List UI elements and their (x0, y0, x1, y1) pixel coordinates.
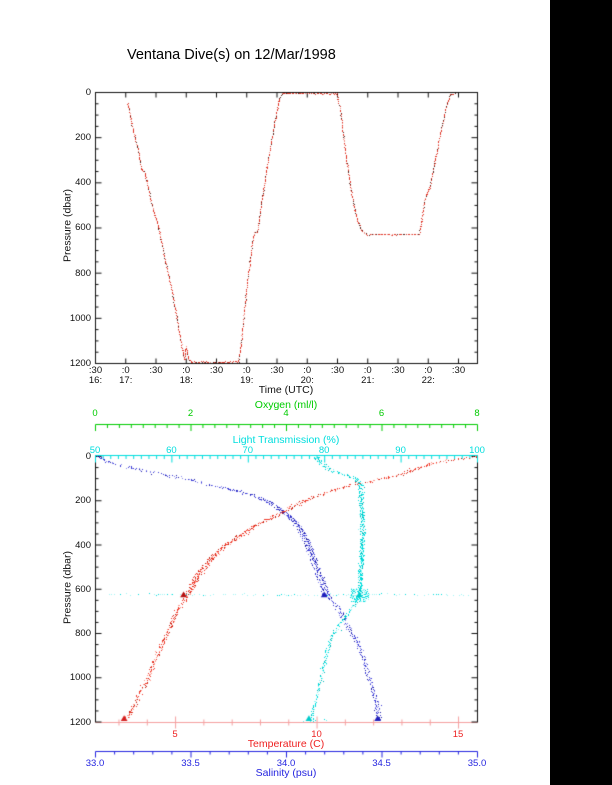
light-tick-label: 50 (89, 444, 101, 456)
top-time-minute-label: :30 (330, 364, 345, 376)
light-axis-title: Light Transmission (%) (232, 434, 340, 446)
top-pressure-tick-label: 200 (75, 132, 91, 144)
temperature-tick-label: 15 (452, 729, 464, 740)
temperature-tick-label: 5 (172, 729, 178, 740)
page-title: Ventana Dive(s) on 12/Mar/1998 (127, 47, 336, 63)
top-time-minute-label: :0 (363, 364, 372, 376)
salinity-tick-label: 34.5 (372, 757, 391, 769)
salinity-tick-label: 34.0 (276, 757, 296, 769)
bottom-pressure-tick-label: 0 (85, 451, 91, 462)
top-pressure-tick-label: 400 (75, 177, 91, 189)
top-time-minute-label: :30 (88, 364, 103, 376)
top-time-minute-label: :0 (242, 364, 251, 376)
top-time-hour-label: 21: (361, 374, 375, 386)
salinity-tick-label: 33.5 (181, 757, 200, 769)
light-tick-label: 100 (469, 444, 485, 456)
top-time-hour-label: 20: (300, 374, 314, 386)
top-pressure-tick-label: 0 (85, 87, 91, 98)
top-time-hour-label: 22: (421, 374, 435, 386)
oxygen-tick-label: 2 (187, 408, 194, 419)
bottom-pressure-tick-label: 800 (75, 628, 91, 639)
top-time-minute-label: :30 (209, 364, 224, 376)
oxygen-tick-label: 6 (378, 408, 385, 419)
top-pressure-tick-label: 1000 (69, 312, 91, 324)
top-pressure-tick-label: 600 (75, 222, 91, 234)
top-time-hour-label: 18: (179, 374, 193, 386)
bottom-pressure-tick-label: 200 (75, 495, 91, 507)
top-time-hour-label: 16: (88, 374, 103, 386)
top-time-minute-label: :30 (149, 364, 163, 376)
oxygen-tick-label: 4 (283, 408, 289, 419)
light-tick-label: 80 (318, 444, 330, 456)
top-time-minute-label: :0 (182, 364, 191, 376)
top-time-minute-label: :0 (303, 364, 312, 376)
top-time-minute-label: :30 (391, 364, 405, 376)
light-tick-label: 90 (395, 444, 406, 456)
top-pressure-tick-label: 1200 (69, 357, 91, 369)
bottom-pressure-tick-label: 1200 (69, 716, 91, 728)
bottom-pressure-tick-label: 400 (75, 539, 91, 551)
top-time-minute-label: :30 (270, 364, 284, 376)
top-time-minute-label: :0 (424, 364, 433, 376)
light-tick-label: 60 (166, 444, 177, 456)
bottom-pressure-tick-label: 600 (75, 583, 91, 595)
salinity-tick-label: 33.0 (85, 757, 105, 769)
temperature-axis-title: Temperature (C) (247, 738, 325, 750)
light-tick-label: 70 (242, 444, 254, 456)
salinity-tick-label: 35.0 (467, 757, 487, 769)
bottom-pressure-tick-label: 1000 (69, 672, 91, 684)
oxygen-tick-label: 0 (92, 408, 98, 419)
top-pressure-tick-label: 800 (75, 267, 91, 279)
oxygen-tick-label: 8 (474, 408, 480, 419)
top-time-minute-label: :0 (121, 364, 130, 376)
oxygen-axis-title: Oxygen (ml/l) (254, 399, 318, 411)
temperature-tick-label: 10 (311, 729, 322, 740)
top-time-hour-label: 17: (119, 374, 133, 386)
time-axis-title: Time (UTC) (258, 384, 314, 396)
salinity-axis-title: Salinity (psu) (255, 767, 317, 779)
top-time-minute-label: :30 (451, 364, 466, 376)
right-black-margin (550, 0, 612, 785)
top-time-hour-label: 19: (240, 374, 254, 386)
